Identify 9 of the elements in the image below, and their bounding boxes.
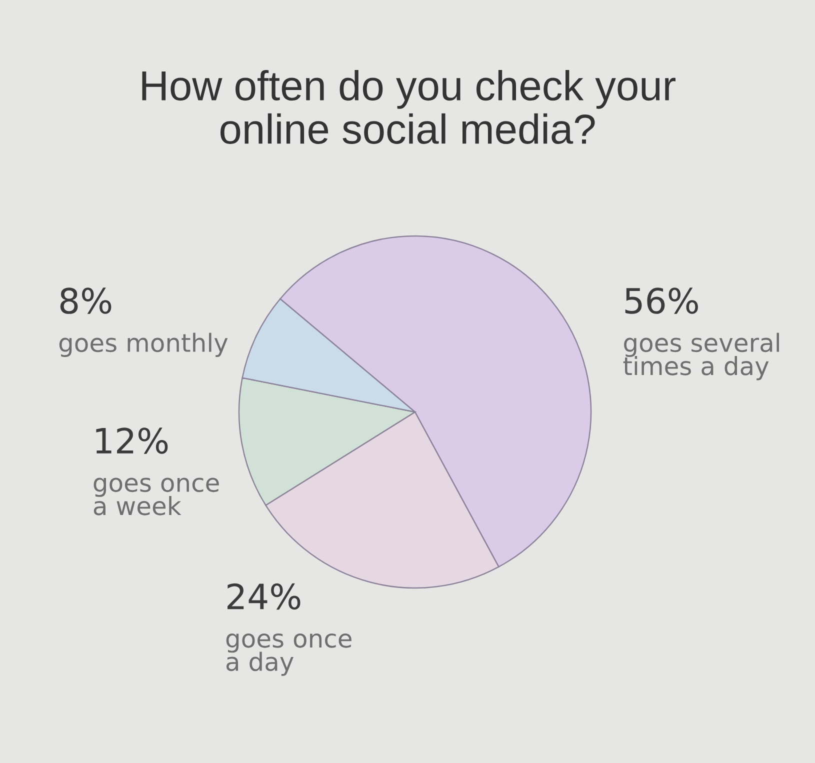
slice-label: goes once a week (94, 478, 219, 516)
data-label: 12% (96, 428, 168, 454)
chart-title: How often do you check your online social media? (142, 70, 676, 144)
slice-label: goes once a day (226, 633, 352, 676)
slice-label: goes several times a day (623, 332, 779, 380)
data-label: 24% (228, 583, 300, 610)
data-label: 8% (60, 288, 112, 314)
slice-label: goes monthly (59, 332, 228, 357)
data-label: 56% (625, 288, 698, 314)
